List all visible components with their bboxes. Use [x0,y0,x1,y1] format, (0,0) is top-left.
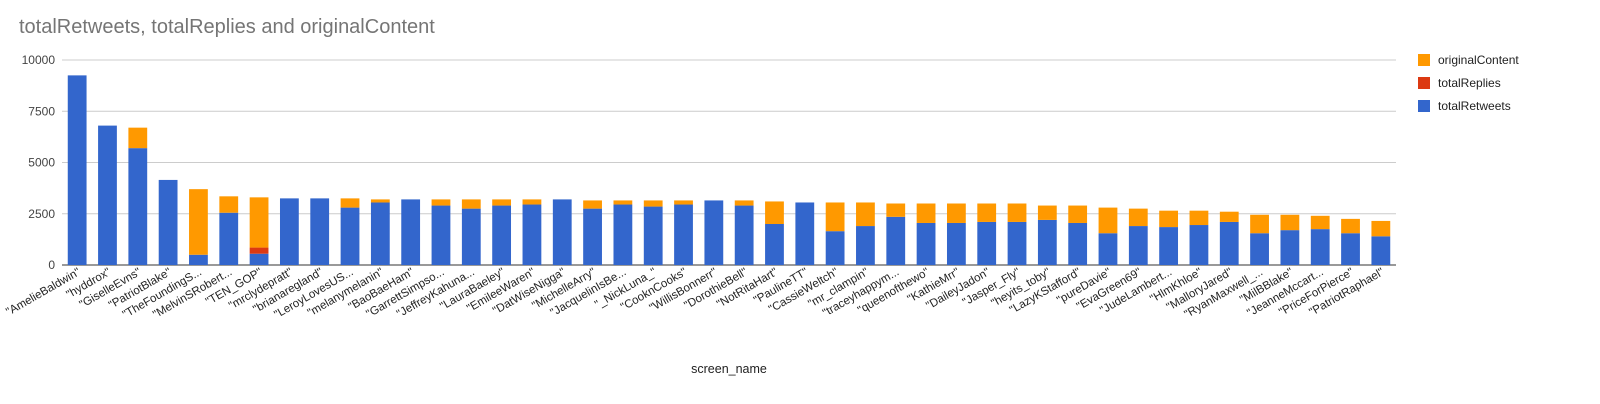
bar-segment-totalRetweets[interactable] [431,205,451,265]
bar-segment-totalRetweets[interactable] [946,222,966,265]
bar-segment-totalRetweets[interactable] [219,212,239,265]
bar-segment-originalContent[interactable] [1280,214,1300,231]
bar-segment-originalContent[interactable] [370,199,390,203]
x-axis-label: screen_name [691,362,767,376]
bar-segment-totalRetweets[interactable] [1068,222,1088,265]
bar-segment-totalRetweets[interactable] [886,216,906,265]
bar-segment-originalContent[interactable] [340,198,360,208]
bar-segment-totalRetweets[interactable] [128,148,148,265]
bar-segment-totalRetweets[interactable] [1250,233,1269,265]
bar-segment-totalRetweets[interactable] [1371,236,1391,265]
bar-segment-originalContent[interactable] [189,189,208,255]
bar-segment-originalContent[interactable] [1341,218,1360,234]
bar-segment-totalRetweets[interactable] [279,198,299,265]
bar-segment-totalRetweets[interactable] [734,205,754,265]
bar-segment-totalRetweets[interactable] [856,226,875,265]
y-tick-label: 10000 [22,53,56,67]
bar-segment-totalRetweets[interactable] [613,204,633,265]
x-axis: "AmelieBaldwin""hyddrox""GiselleEvns""Pa… [4,266,1386,321]
bar-segment-totalRetweets[interactable] [825,231,845,265]
bar-segment-originalContent[interactable] [1219,211,1239,222]
y-tick-label: 7500 [28,104,55,118]
bar-segment-totalRetweets[interactable] [189,254,208,265]
bar-segment-originalContent[interactable] [1189,210,1209,226]
bar-segment-originalContent[interactable] [856,202,875,227]
bar-segment-originalContent[interactable] [977,203,997,222]
legend-label-totalRetweets[interactable]: totalRetweets [1438,99,1511,113]
legend-swatch-totalReplies[interactable] [1418,77,1430,89]
bar-segment-totalRetweets[interactable] [1128,226,1148,265]
bar-segment-originalContent[interactable] [1371,220,1391,237]
bar-segment-totalRetweets[interactable] [67,75,87,265]
bar-segment-totalRetweets[interactable] [492,205,512,265]
bar-segment-originalContent[interactable] [765,201,784,224]
bar-segment-originalContent[interactable] [128,127,148,149]
y-tick-label: 2500 [28,207,55,221]
legend-label-totalReplies[interactable]: totalReplies [1438,76,1501,90]
y-tick-label: 5000 [28,156,55,170]
bar-segment-totalRetweets[interactable] [1219,221,1239,265]
bars [67,75,1391,265]
bar-segment-originalContent[interactable] [916,203,936,223]
bar-segment-originalContent[interactable] [886,203,906,217]
bar-segment-totalRetweets[interactable] [765,224,784,265]
legend-label-originalContent[interactable]: originalContent [1438,53,1519,67]
bar-segment-originalContent[interactable] [522,199,542,205]
bar-segment-totalRetweets[interactable] [1280,230,1300,265]
bar-segment-originalContent[interactable] [583,200,602,209]
bar-segment-totalRetweets[interactable] [310,198,330,265]
bar-segment-originalContent[interactable] [249,197,269,248]
bar-segment-totalRetweets[interactable] [916,222,936,265]
bar-segment-totalRetweets[interactable] [1007,221,1027,265]
bar-segment-originalContent[interactable] [946,203,966,223]
legend-swatch-totalRetweets[interactable] [1418,100,1430,112]
bar-segment-totalRetweets[interactable] [158,179,178,265]
bar-segment-totalRetweets[interactable] [98,125,117,265]
bar-segment-originalContent[interactable] [825,202,845,232]
bar-segment-totalRetweets[interactable] [1098,233,1118,265]
bar-segment-originalContent[interactable] [1310,215,1330,230]
bar-segment-totalRetweets[interactable] [552,199,572,265]
bar-segment-originalContent[interactable] [492,199,512,206]
bar-segment-totalReplies[interactable] [249,247,269,254]
bar-segment-totalRetweets[interactable] [795,202,815,265]
bar-segment-totalRetweets[interactable] [1189,225,1209,265]
bar-segment-totalRetweets[interactable] [401,199,421,265]
legend-swatch-originalContent[interactable] [1418,54,1430,66]
chart-title: totalRetweets, totalReplies and original… [19,16,435,38]
y-tick-label: 0 [48,258,55,272]
bar-segment-originalContent[interactable] [461,199,481,209]
bar-segment-originalContent[interactable] [1037,205,1057,220]
bar-segment-originalContent[interactable] [613,200,633,205]
bar-segment-totalRetweets[interactable] [583,208,602,265]
bar-segment-totalRetweets[interactable] [1037,219,1057,265]
bar-segment-totalRetweets[interactable] [1310,229,1330,265]
bar-segment-totalRetweets[interactable] [977,221,997,265]
bar-segment-totalRetweets[interactable] [340,207,360,265]
bar-segment-totalRetweets[interactable] [643,206,663,265]
bar-segment-originalContent[interactable] [734,200,754,206]
bar-segment-totalRetweets[interactable] [674,204,693,265]
bar-segment-originalContent[interactable] [674,200,693,205]
bar-segment-totalRetweets[interactable] [1159,227,1179,265]
bar-segment-originalContent[interactable] [1098,207,1118,234]
bar-segment-totalRetweets[interactable] [1341,233,1360,265]
bar-segment-totalRetweets[interactable] [249,253,269,265]
y-axis: 0 2500 5000 7500 10000 [22,53,56,272]
bar-segment-originalContent[interactable] [219,196,239,213]
bar-segment-totalRetweets[interactable] [370,202,390,265]
bar-segment-originalContent[interactable] [431,199,451,206]
bar-segment-originalContent[interactable] [1068,205,1088,223]
bar-segment-originalContent[interactable] [1128,208,1148,227]
bar-segment-originalContent[interactable] [1250,214,1269,234]
bar-segment-totalRetweets[interactable] [704,200,724,265]
legend: originalContent totalReplies totalRetweets [1418,53,1519,113]
bar-segment-totalRetweets[interactable] [522,204,542,265]
bar-segment-totalRetweets[interactable] [461,208,481,265]
bar-segment-originalContent[interactable] [1007,203,1027,222]
bar-segment-originalContent[interactable] [643,200,663,207]
bar-segment-originalContent[interactable] [1159,210,1179,228]
